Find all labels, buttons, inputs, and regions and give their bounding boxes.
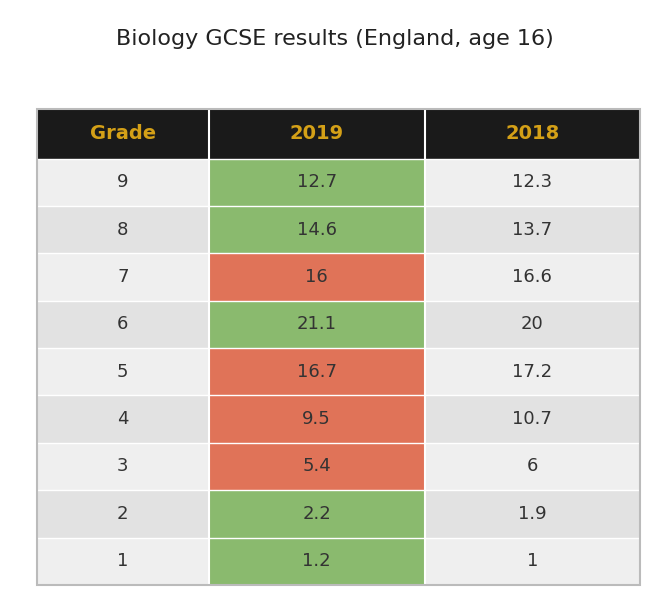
Text: 1: 1 bbox=[117, 552, 129, 570]
Bar bbox=[425, 301, 640, 348]
Bar bbox=[37, 396, 208, 443]
Text: 12.7: 12.7 bbox=[297, 173, 337, 191]
Bar bbox=[208, 490, 425, 537]
Text: 1: 1 bbox=[527, 552, 538, 570]
Text: 3: 3 bbox=[117, 458, 129, 476]
Bar bbox=[208, 206, 425, 253]
Text: 9.5: 9.5 bbox=[302, 410, 331, 428]
Text: 2018: 2018 bbox=[505, 124, 559, 143]
Text: 10.7: 10.7 bbox=[513, 410, 552, 428]
Bar bbox=[208, 159, 425, 206]
Text: 14.6: 14.6 bbox=[297, 221, 336, 239]
Bar bbox=[37, 206, 208, 253]
Bar bbox=[208, 109, 425, 159]
Bar bbox=[37, 159, 208, 206]
Text: 2019: 2019 bbox=[289, 124, 344, 143]
Text: 16: 16 bbox=[306, 268, 328, 286]
Bar bbox=[425, 109, 640, 159]
Text: 4: 4 bbox=[117, 410, 129, 428]
Text: 2.2: 2.2 bbox=[302, 505, 331, 523]
Text: 7: 7 bbox=[117, 268, 129, 286]
Text: 1.9: 1.9 bbox=[518, 505, 547, 523]
Text: 6: 6 bbox=[117, 315, 129, 333]
Text: 1.2: 1.2 bbox=[302, 552, 331, 570]
Bar bbox=[425, 537, 640, 585]
Bar bbox=[208, 537, 425, 585]
Text: 12.3: 12.3 bbox=[512, 173, 552, 191]
Bar bbox=[37, 443, 208, 490]
Text: 9: 9 bbox=[117, 173, 129, 191]
Text: 21.1: 21.1 bbox=[297, 315, 336, 333]
Bar bbox=[208, 396, 425, 443]
Text: 5.4: 5.4 bbox=[302, 458, 331, 476]
Bar bbox=[37, 109, 640, 585]
Bar bbox=[425, 490, 640, 537]
Text: 16.7: 16.7 bbox=[297, 363, 336, 380]
Text: Biology GCSE results (England, age 16): Biology GCSE results (England, age 16) bbox=[116, 29, 554, 49]
Bar bbox=[37, 537, 208, 585]
Text: 2: 2 bbox=[117, 505, 129, 523]
Text: 6: 6 bbox=[527, 458, 538, 476]
Bar bbox=[37, 109, 208, 159]
Bar bbox=[425, 159, 640, 206]
Text: Grade: Grade bbox=[90, 124, 156, 143]
Text: 20: 20 bbox=[521, 315, 543, 333]
Bar bbox=[425, 396, 640, 443]
Text: 17.2: 17.2 bbox=[512, 363, 552, 380]
Text: 5: 5 bbox=[117, 363, 129, 380]
Bar bbox=[425, 253, 640, 301]
Text: 8: 8 bbox=[117, 221, 129, 239]
Bar bbox=[37, 253, 208, 301]
Bar bbox=[37, 348, 208, 396]
Bar bbox=[208, 253, 425, 301]
Bar bbox=[425, 206, 640, 253]
Text: 16.6: 16.6 bbox=[513, 268, 552, 286]
Bar bbox=[37, 490, 208, 537]
Bar bbox=[208, 301, 425, 348]
Bar bbox=[37, 301, 208, 348]
Bar bbox=[425, 348, 640, 396]
Bar bbox=[208, 443, 425, 490]
Bar bbox=[208, 348, 425, 396]
Text: 13.7: 13.7 bbox=[512, 221, 552, 239]
Bar bbox=[425, 443, 640, 490]
